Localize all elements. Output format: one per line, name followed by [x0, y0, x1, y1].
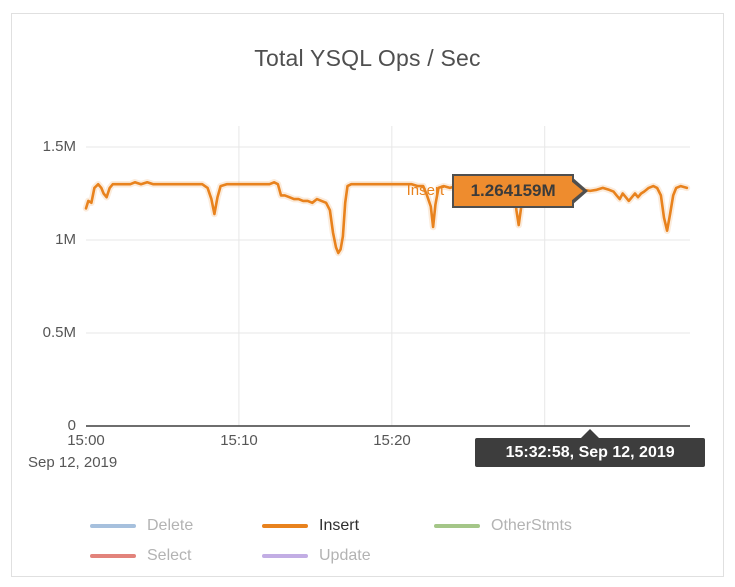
- legend-item-update[interactable]: Update: [262, 547, 434, 565]
- legend-label-insert: Insert: [319, 517, 360, 534]
- legend-swatch-update-icon: [262, 554, 308, 558]
- y-tick-label-0: 0: [67, 417, 76, 434]
- legend-swatch-delete-icon: [90, 524, 136, 528]
- chart-card: Total YSQL Ops / Sec 1.5M 1M 0.5M 0 15:0…: [11, 13, 724, 577]
- legend-item-otherstmts[interactable]: OtherStmts: [434, 517, 606, 535]
- chart-plot-area[interactable]: [12, 14, 723, 576]
- series-line-insert: [84, 181, 689, 255]
- legend-label-select: Select: [147, 547, 192, 564]
- legend-label-update: Update: [319, 547, 371, 564]
- time-tooltip-text: 15:32:58, Sep 12, 2019: [505, 444, 675, 461]
- x-tick-label-1520: 15:20: [373, 432, 411, 449]
- time-tooltip-arrow-icon: [581, 429, 600, 438]
- legend-swatch-select-icon: [90, 554, 136, 558]
- value-tooltip-text: 1.264159M: [470, 180, 556, 200]
- time-tooltip: 15:32:58, Sep 12, 2019: [475, 429, 706, 467]
- legend-item-insert[interactable]: Insert: [262, 517, 434, 535]
- y-tick-label-1m: 1M: [55, 231, 76, 248]
- legend: Delete Insert OtherStmts Select Update: [90, 511, 606, 571]
- x-tick-label-1500: 15:00: [67, 432, 105, 449]
- legend-swatch-insert-icon: [262, 524, 308, 528]
- y-tick-label-0-5m: 0.5M: [42, 324, 76, 341]
- legend-swatch-otherstmts-icon: [434, 524, 480, 528]
- chart-title: Total YSQL Ops / Sec: [254, 45, 481, 71]
- legend-item-select[interactable]: Select: [90, 547, 262, 565]
- x-axis-date-label: Sep 12, 2019: [28, 454, 118, 471]
- legend-label-delete: Delete: [147, 517, 194, 534]
- hover-series-label: Insert: [406, 181, 445, 199]
- legend-label-otherstmts: OtherStmts: [491, 517, 572, 534]
- x-tick-label-1510: 15:10: [220, 432, 258, 449]
- value-tooltip: 1.264159M: [452, 173, 589, 208]
- y-tick-label-1-5m: 1.5M: [42, 138, 76, 155]
- legend-item-delete[interactable]: Delete: [90, 517, 262, 535]
